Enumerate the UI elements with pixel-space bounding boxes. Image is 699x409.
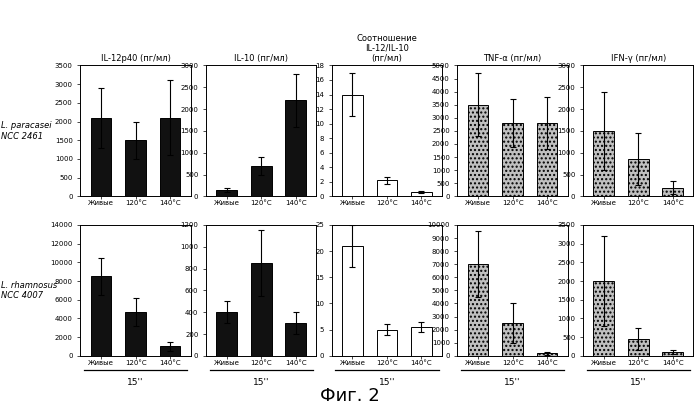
Text: IL-10 (пг/мл): IL-10 (пг/мл) <box>234 54 288 63</box>
Bar <box>503 323 523 356</box>
Bar <box>411 192 432 196</box>
Text: Соотношение
IL-12/IL-10
(пг/мл): Соотношение IL-12/IL-10 (пг/мл) <box>356 34 417 63</box>
Text: 15'': 15'' <box>127 378 144 387</box>
Text: IFN-γ (пг/мл): IFN-γ (пг/мл) <box>611 54 666 63</box>
Bar <box>285 100 306 196</box>
Text: 15'': 15'' <box>630 378 647 387</box>
Bar <box>125 140 146 196</box>
Bar <box>468 105 489 196</box>
Bar <box>91 276 111 356</box>
Bar <box>593 131 614 196</box>
Bar <box>251 166 271 196</box>
Bar <box>217 312 237 356</box>
Bar <box>628 159 649 196</box>
Text: TNF-α (пг/мл): TNF-α (пг/мл) <box>484 54 542 63</box>
Bar <box>377 180 397 196</box>
Bar <box>503 123 523 196</box>
Text: L. rhamnosus
NCC 4007: L. rhamnosus NCC 4007 <box>1 281 57 300</box>
Bar <box>537 123 557 196</box>
Text: 15'': 15'' <box>253 378 270 387</box>
Bar <box>537 353 557 356</box>
Bar <box>411 327 432 356</box>
Text: 15'': 15'' <box>379 378 395 387</box>
Bar <box>159 346 180 356</box>
Bar <box>593 281 614 356</box>
Bar <box>285 323 306 356</box>
Text: 15'': 15'' <box>504 378 521 387</box>
Bar <box>663 352 683 356</box>
Bar <box>663 188 683 196</box>
Bar <box>91 118 111 196</box>
Bar <box>159 118 180 196</box>
Bar <box>217 190 237 196</box>
Text: IL-12p40 (пг/мл): IL-12p40 (пг/мл) <box>101 54 171 63</box>
Bar <box>251 263 271 356</box>
Text: Фиг. 2: Фиг. 2 <box>319 387 380 405</box>
Bar <box>342 94 363 196</box>
Text: L. paracasei
NCC 2461: L. paracasei NCC 2461 <box>1 121 51 141</box>
Bar <box>342 246 363 356</box>
Bar <box>125 312 146 356</box>
Bar <box>628 339 649 356</box>
Bar <box>468 264 489 356</box>
Bar <box>377 330 397 356</box>
